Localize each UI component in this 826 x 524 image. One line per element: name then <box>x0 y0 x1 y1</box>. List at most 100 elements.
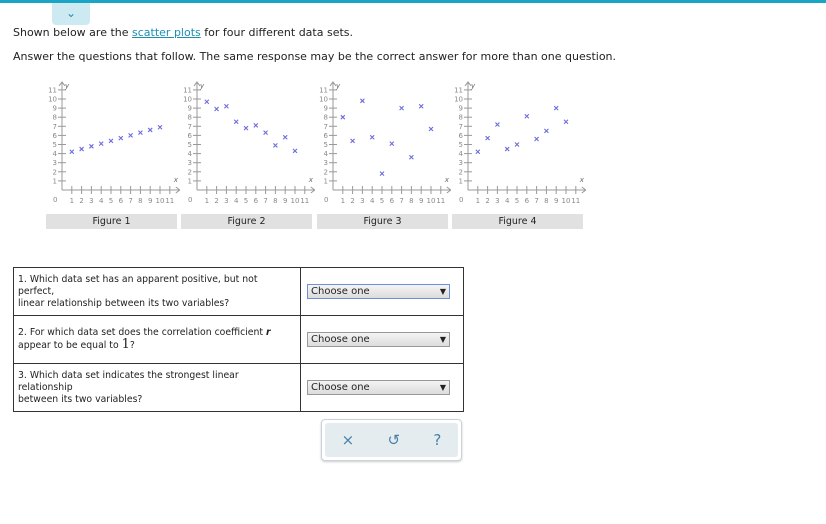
question-row-3: 3. Which data set indicates the stronges… <box>13 363 464 412</box>
y-axis-label: y <box>199 82 205 90</box>
data-point <box>273 143 278 148</box>
x-tick-label: 5 <box>244 197 248 205</box>
y-axis-label: y <box>335 82 341 90</box>
data-point <box>524 113 530 119</box>
question-3: 3. Which data set indicates the stronges… <box>13 363 301 412</box>
figure-1: x y 0 1 2 3 4 5 6 7 8 9 10 11 1 2 3 4 5 6 7 8 9 10 11 Figure 1 <box>40 78 180 230</box>
data-point <box>389 141 395 146</box>
y-tick-label: 7 <box>459 123 463 131</box>
data-point <box>379 171 385 177</box>
intro-text: Shown below are the scatter plots for fo… <box>13 26 353 39</box>
instructions-text: Answer the questions that follow. The sa… <box>13 50 617 63</box>
data-point <box>243 125 249 131</box>
y-tick-label: 5 <box>459 141 463 149</box>
y-axis-arrow <box>464 81 472 87</box>
collapse-button[interactable]: ⌄ <box>52 3 90 25</box>
x-tick-label: 3 <box>224 197 228 205</box>
select-value: Choose one <box>311 286 370 297</box>
x-tick-label: 1 <box>70 197 74 205</box>
figure-3: x y 0 1 2 3 4 5 6 7 8 9 10 11 1 2 3 4 5 6 7 8 9 10 11 Figure 3 <box>311 78 451 230</box>
data-point <box>108 138 114 144</box>
x-tick-label: 9 <box>148 197 152 205</box>
y-tick-label: 3 <box>188 159 192 167</box>
x-tick-label: 7 <box>263 197 267 205</box>
select-value: Choose one <box>311 334 370 345</box>
y-tick-label: 1 <box>324 177 328 185</box>
r-symbol: r <box>265 327 271 338</box>
answer-1-select[interactable]: Choose one ▼ <box>307 284 450 299</box>
x-axis-arrow <box>175 186 180 194</box>
x-tick-label: 8 <box>138 197 142 205</box>
x-tick-label: 11 <box>436 197 445 205</box>
x-tick-label: 3 <box>360 197 364 205</box>
x-tick-label: 2 <box>350 197 354 205</box>
question-text: 2. For which data set does the correlati… <box>18 327 266 338</box>
y-tick-label: 10 <box>183 96 192 104</box>
y-tick-label: 6 <box>188 132 193 140</box>
answer-2-select[interactable]: Choose one ▼ <box>307 332 450 347</box>
x-tick-label: 11 <box>300 197 309 205</box>
x-tick-label: 7 <box>399 197 403 205</box>
data-point <box>428 126 434 132</box>
data-point <box>253 123 259 128</box>
data-point <box>118 135 124 141</box>
data-point <box>79 146 84 152</box>
x-tick-label: 1 <box>205 197 209 205</box>
data-point <box>224 103 229 109</box>
y-tick-label: 7 <box>188 123 192 131</box>
y-axis-arrow <box>329 81 337 87</box>
data-point <box>399 105 404 111</box>
scatter-plots-link[interactable]: scatter plots <box>132 26 201 39</box>
data-point <box>69 149 75 155</box>
y-tick-label: 8 <box>324 114 328 122</box>
y-tick-label: 6 <box>324 132 329 140</box>
clear-icon[interactable]: × <box>341 431 355 449</box>
data-point <box>514 142 520 147</box>
questions-table: 1. Which data set has an apparent positi… <box>13 267 464 412</box>
y-tick-label: 3 <box>53 159 57 167</box>
chevron-down-icon: ⌄ <box>65 6 77 20</box>
y-axis-arrow <box>193 81 201 87</box>
y-tick-label: 6 <box>53 132 58 140</box>
data-point <box>340 114 346 120</box>
y-tick-label: 4 <box>53 150 58 158</box>
y-axis-arrow <box>58 81 66 87</box>
undo-icon[interactable]: ↺ <box>387 431 401 449</box>
x-tick-label: 4 <box>505 197 510 205</box>
figure-label: Figure 3 <box>317 214 448 229</box>
select-value: Choose one <box>311 382 370 393</box>
y-axis-label: y <box>64 82 70 90</box>
data-point <box>138 130 143 136</box>
x-tick-label: 8 <box>544 197 548 205</box>
data-point <box>263 130 268 136</box>
data-point <box>504 146 510 152</box>
origin-label: 0 <box>324 196 328 204</box>
y-tick-label: 7 <box>53 123 57 131</box>
y-tick-label: 10 <box>48 96 57 104</box>
figure-label: Figure 4 <box>452 214 583 229</box>
help-icon[interactable]: ? <box>433 431 442 449</box>
value-one: 1 <box>121 337 130 352</box>
y-tick-label: 2 <box>53 168 57 176</box>
question-text: 1. Which data set has an apparent positi… <box>18 273 258 297</box>
x-axis-label: x <box>308 176 314 184</box>
data-point <box>204 99 210 105</box>
y-tick-label: 6 <box>459 132 464 140</box>
x-tick-label: 2 <box>485 197 489 205</box>
data-point <box>89 143 94 149</box>
x-tick-label: 4 <box>370 197 375 205</box>
origin-label: 0 <box>459 196 463 204</box>
question-1: 1. Which data set has an apparent positi… <box>13 267 301 316</box>
y-tick-label: 9 <box>53 105 57 113</box>
dropdown-arrow-icon: ▼ <box>439 335 446 344</box>
answer-3-select[interactable]: Choose one ▼ <box>307 380 450 395</box>
y-tick-label: 8 <box>188 114 192 122</box>
x-tick-label: 2 <box>79 197 83 205</box>
y-tick-label: 1 <box>459 177 463 185</box>
y-tick-label: 4 <box>188 150 193 158</box>
x-axis-arrow <box>581 186 586 194</box>
data-point <box>292 148 298 154</box>
y-tick-label: 10 <box>319 96 328 104</box>
